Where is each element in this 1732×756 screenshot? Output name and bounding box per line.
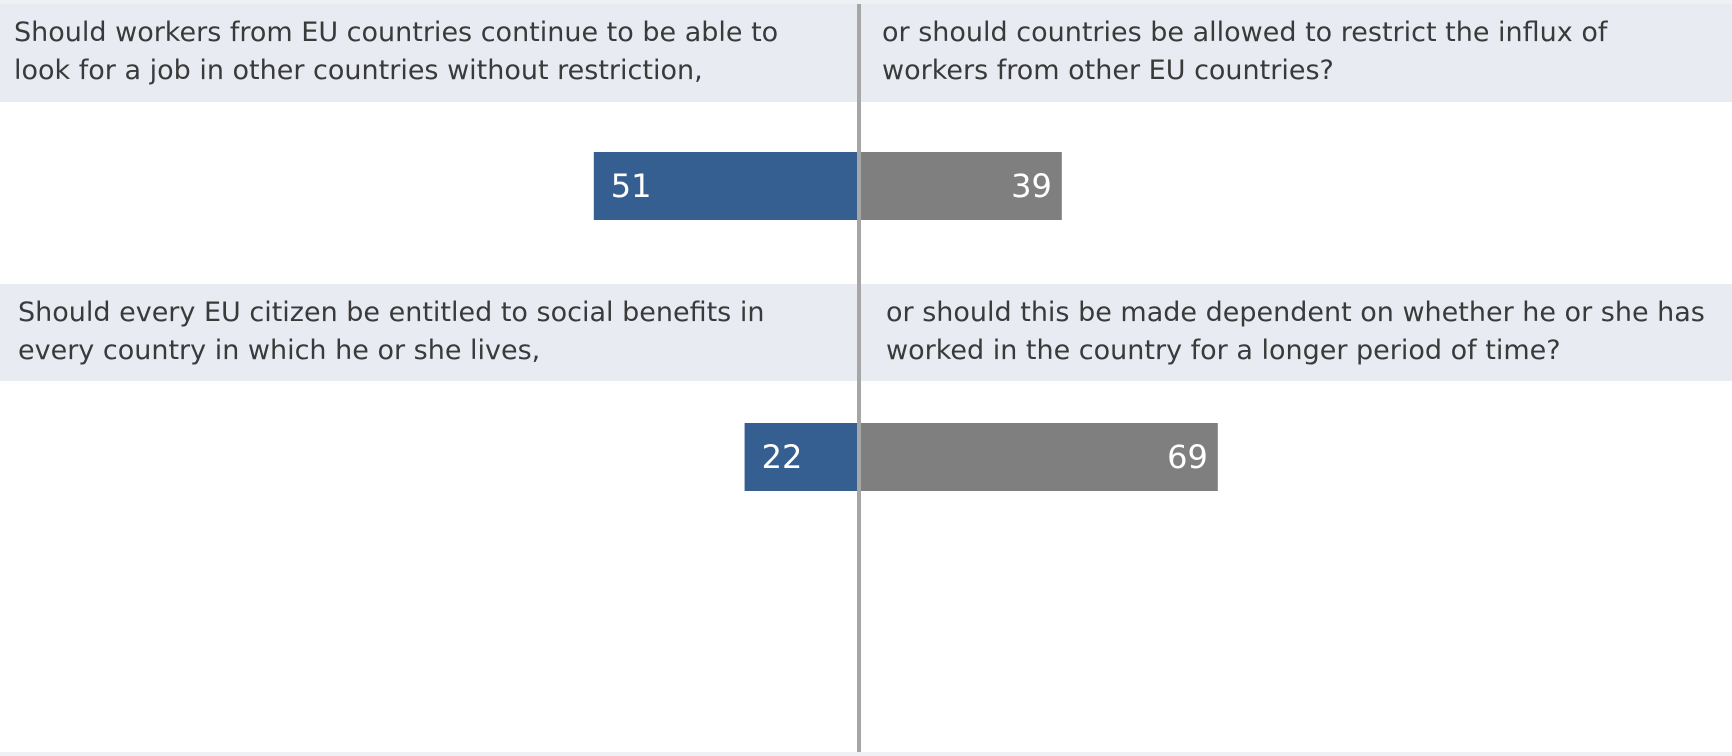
question-band-2	[0, 284, 1732, 381]
question-2-right-text: or should this be made dependent on whet…	[886, 297, 1705, 366]
bar-right-value-label-2: 69	[1167, 438, 1208, 476]
question-1-left-text: Should workers from EU countries continu…	[14, 17, 779, 86]
bar-left-1	[593, 152, 859, 220]
question-2-left-text: Should every EU citizen be entitled to s…	[18, 297, 765, 366]
bar-left-value-label-2: 22	[762, 438, 803, 476]
bar-right-2	[859, 423, 1218, 491]
bar-left-value-label-1: 51	[611, 167, 652, 205]
bar-right-value-label-1: 39	[1011, 167, 1052, 205]
question-1-right-text: or should countries be allowed to restri…	[882, 17, 1608, 86]
question-band-1	[0, 4, 1732, 102]
bar-left-2	[744, 423, 859, 491]
bar-right-1	[859, 152, 1062, 220]
